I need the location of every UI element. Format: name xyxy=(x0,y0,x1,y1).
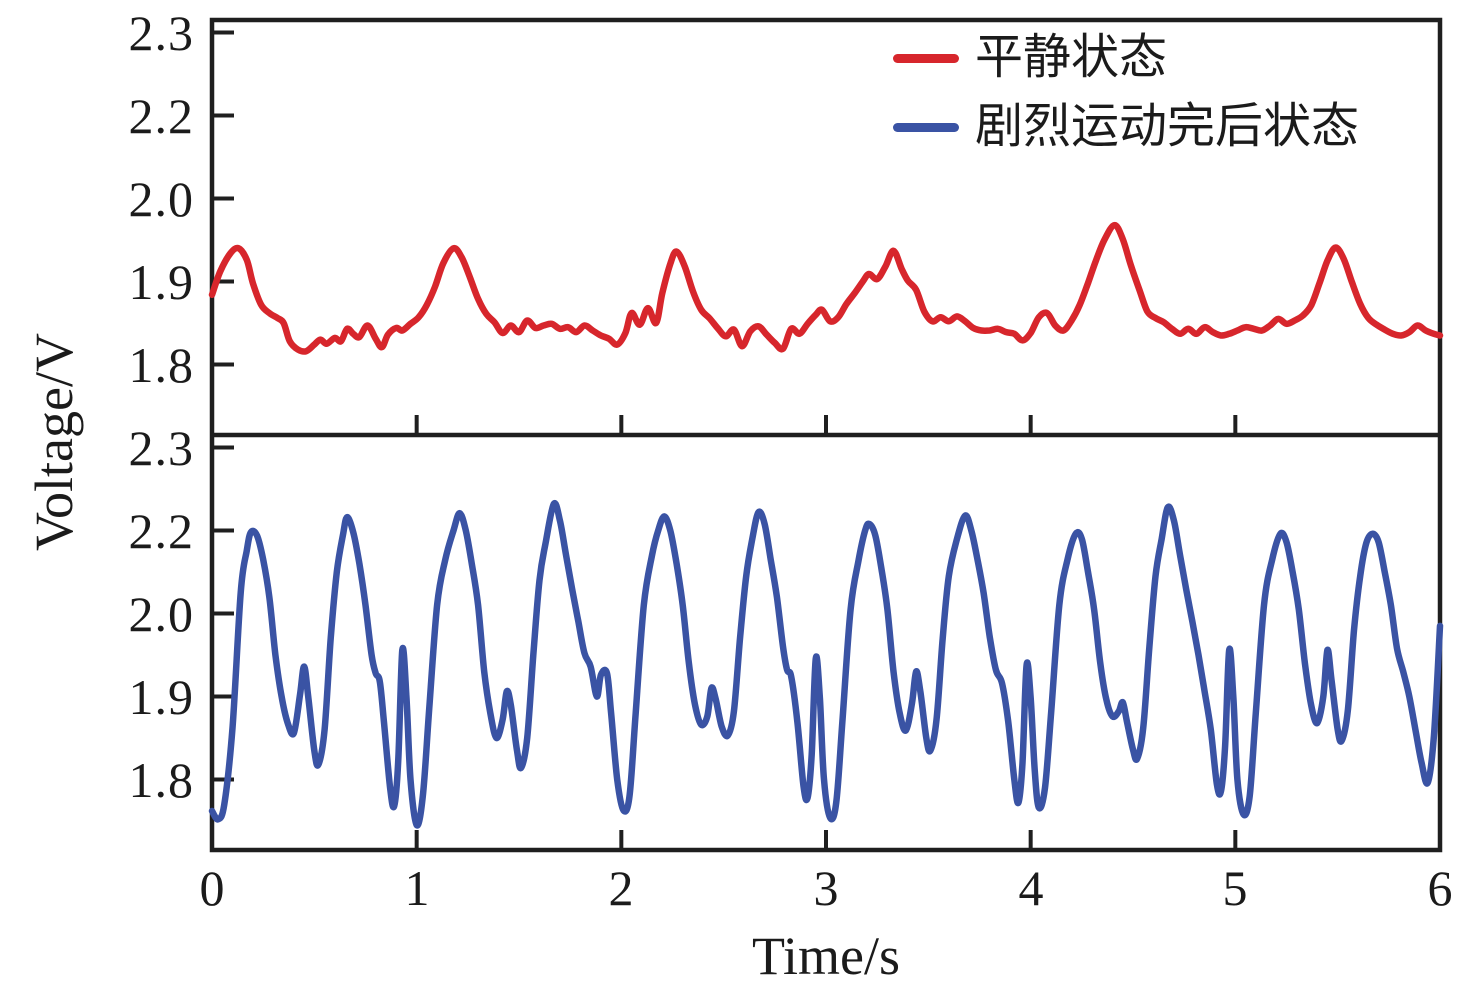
x-tick-label: 0 xyxy=(199,860,225,916)
y-tick-label: 1.8 xyxy=(128,752,194,808)
series-line-post-exercise xyxy=(208,499,1444,829)
y-tick-label: 2.0 xyxy=(128,586,194,642)
x-axis-label: Time/s xyxy=(751,926,901,986)
y-tick-label: 2.2 xyxy=(128,88,194,144)
legend-line-swatch-blue xyxy=(893,122,959,132)
y-axis-label: Voltage/V xyxy=(24,333,84,551)
y-tick-label: 2.3 xyxy=(128,5,194,61)
x-tick-label: 4 xyxy=(1018,860,1044,916)
x-tick-label: 6 xyxy=(1427,860,1453,916)
legend-label: 剧烈运动完后状态 xyxy=(975,100,1360,153)
x-tick-label: 3 xyxy=(813,860,839,916)
y-tick-label: 2.2 xyxy=(128,503,194,559)
legend-label: 平静状态 xyxy=(975,31,1168,84)
y-tick-label: 1.8 xyxy=(128,337,194,393)
legend-item-post-exercise: 剧烈运动完后状态 xyxy=(893,101,1359,153)
x-tick-label: 2 xyxy=(608,860,634,916)
x-tick-label: 5 xyxy=(1222,860,1248,916)
series-line-calm xyxy=(208,221,1444,355)
y-tick-label: 2.0 xyxy=(128,171,194,227)
x-tick-label: 1 xyxy=(404,860,430,916)
y-tick-label: 2.3 xyxy=(128,420,194,476)
y-tick-label: 1.9 xyxy=(128,254,194,310)
y-tick-label: 1.9 xyxy=(128,669,194,725)
legend-item-calm: 平静状态 xyxy=(893,32,1167,84)
legend-line-swatch-red xyxy=(893,53,959,63)
